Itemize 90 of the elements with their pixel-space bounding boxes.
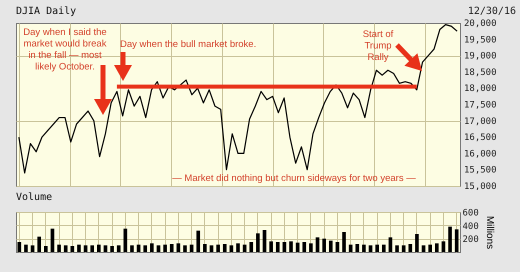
y-tick-label: 600 — [462, 208, 479, 218]
bar — [17, 242, 22, 252]
bar — [342, 232, 346, 252]
bar — [50, 228, 54, 252]
bar — [24, 244, 28, 252]
y-tick-label: 16,000 — [464, 149, 497, 160]
bar — [210, 245, 214, 252]
bar — [302, 242, 306, 252]
annotation: — Market did nothing but churn sideways for two years — — [172, 173, 416, 184]
bar — [322, 238, 326, 252]
y-tick-label: 18,500 — [464, 68, 497, 78]
bar — [130, 245, 134, 252]
bar — [84, 245, 88, 252]
bar — [362, 244, 366, 252]
bar — [428, 244, 432, 252]
bar — [44, 246, 48, 252]
bar — [37, 236, 42, 252]
bar — [97, 244, 101, 252]
y-tick-label: 400 — [462, 222, 479, 232]
line-series — [18, 24, 458, 174]
bar — [196, 230, 200, 252]
bar — [289, 241, 293, 252]
annotation: Day when the bull market broke. — [120, 39, 256, 50]
y-tick-label: 17,000 — [464, 116, 497, 127]
bar — [296, 242, 300, 252]
bar — [116, 245, 121, 252]
bar — [203, 244, 207, 252]
bar — [382, 244, 386, 252]
bar — [355, 244, 360, 252]
bar — [242, 244, 246, 252]
y-tick-label: 17,500 — [464, 100, 497, 110]
bar — [143, 245, 148, 252]
bar — [249, 242, 254, 252]
bar — [30, 245, 34, 252]
bar — [190, 244, 194, 252]
bar — [316, 237, 320, 252]
bar — [336, 242, 340, 252]
y-axis-title: Millions — [484, 216, 495, 250]
bar — [236, 243, 240, 252]
bar — [104, 245, 108, 252]
bar — [136, 244, 140, 252]
bar — [216, 244, 220, 252]
bar — [434, 243, 439, 252]
bar — [395, 245, 399, 252]
bar — [256, 233, 260, 252]
bar — [348, 244, 352, 252]
y-tick-label: 16,500 — [464, 133, 497, 144]
bar — [176, 243, 180, 252]
bar — [156, 245, 160, 252]
bar — [276, 242, 280, 252]
bar — [124, 228, 128, 252]
bar — [170, 244, 174, 252]
y-tick-label: 18,000 — [464, 84, 497, 94]
bar — [150, 243, 154, 252]
bar — [309, 243, 313, 252]
bar — [64, 245, 68, 252]
bar — [183, 245, 187, 252]
bar — [375, 244, 379, 252]
bar — [388, 237, 392, 252]
bar — [368, 245, 372, 252]
bar — [90, 245, 94, 252]
chart-title: DJIA Daily — [16, 6, 76, 17]
bar — [328, 240, 333, 252]
bar — [262, 230, 266, 252]
y-tick-label: 200 — [462, 235, 479, 246]
bar — [163, 244, 167, 252]
bar — [408, 244, 412, 252]
bar — [70, 246, 74, 252]
bar — [269, 241, 273, 252]
bar — [57, 244, 61, 252]
bar — [442, 241, 446, 252]
y-tick-label: 15,500 — [464, 166, 497, 176]
bar — [282, 242, 286, 252]
y-tick-label: 15,000 — [464, 182, 497, 192]
bar — [415, 234, 419, 252]
text: 12/30/16 — [468, 6, 516, 17]
bar — [448, 226, 452, 252]
chart-title: Volume — [16, 192, 52, 203]
y-tick-label: 19,000 — [464, 52, 497, 62]
bar — [222, 244, 227, 252]
bar — [110, 246, 114, 252]
annotation: Start of Trump Rally — [362, 29, 394, 63]
bar — [402, 245, 406, 252]
bar — [454, 229, 459, 252]
bar — [77, 244, 81, 252]
bar — [230, 245, 234, 252]
y-tick-label: 20,000 — [464, 19, 497, 29]
annotation: Day when I said the market would break in the fall — most likely October. — [23, 27, 107, 72]
bar — [422, 245, 426, 252]
y-tick-label: 19,500 — [464, 35, 497, 46]
